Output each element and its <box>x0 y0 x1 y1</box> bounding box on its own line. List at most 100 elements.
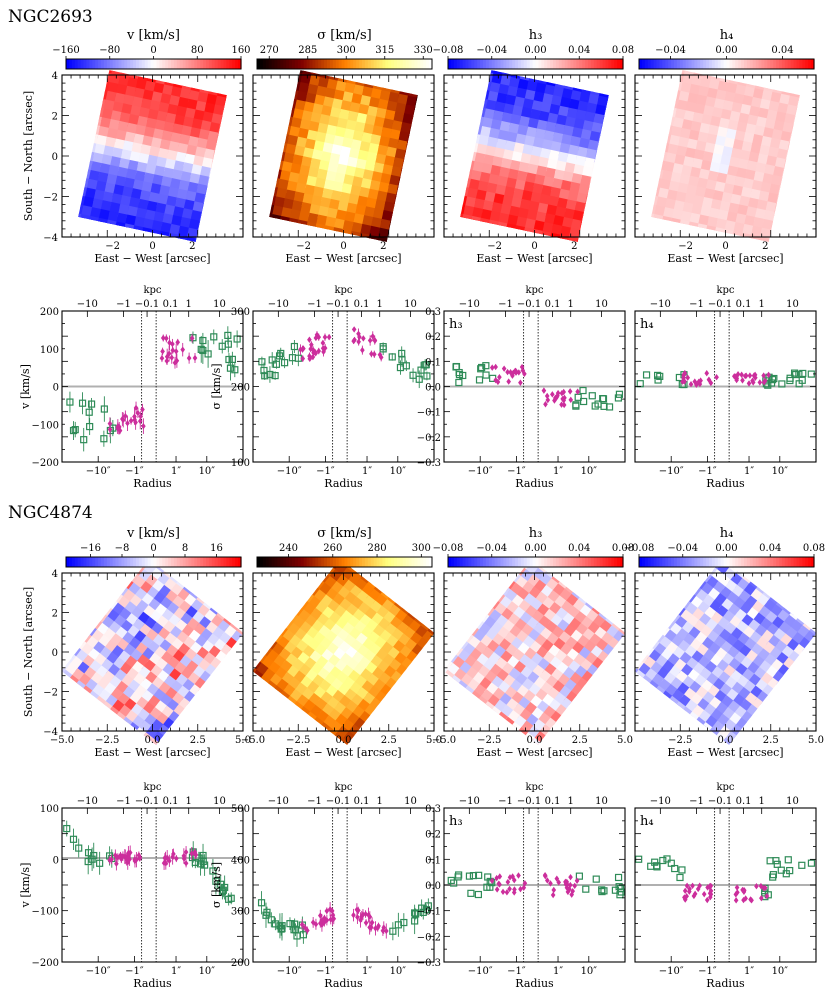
map-bin <box>782 76 798 92</box>
colorbar-swatch <box>485 59 490 69</box>
map-bin <box>78 148 90 165</box>
data-point-inner <box>682 378 687 385</box>
profile-ytick-label: 0.3 <box>425 307 441 318</box>
colorbar-swatch <box>526 59 531 69</box>
colorbar-swatch <box>405 59 410 69</box>
profile-bottom-tick-label: 1″ <box>171 966 181 977</box>
colorbar-swatch <box>671 59 675 69</box>
map-bin <box>219 115 227 131</box>
map-bin <box>591 159 608 175</box>
data-point-inner <box>510 369 516 376</box>
profile-top-tick-label: −10 <box>268 796 289 807</box>
colorbar-swatch <box>106 59 111 69</box>
map-bin <box>651 148 663 165</box>
map-xtick-label: −5.0 <box>432 735 456 746</box>
profile-top-tick-label: 0.1 <box>736 299 752 310</box>
map-bin <box>651 139 665 156</box>
colorbar-swatch <box>691 59 696 69</box>
colorbar-tick-label: 280 <box>368 543 387 554</box>
map-bin <box>777 185 793 201</box>
colorbar-swatch <box>294 59 299 69</box>
colorbar-swatch <box>391 59 395 69</box>
data-point-inner <box>371 351 377 358</box>
data-point-outer <box>86 422 94 431</box>
colorbar-swatch <box>426 59 430 69</box>
map-bin <box>489 578 507 596</box>
map-bin <box>782 159 799 175</box>
map-bin <box>269 139 283 156</box>
map-bin <box>365 70 381 85</box>
colorbar-swatch <box>86 59 90 69</box>
map-bin <box>213 141 227 157</box>
map-bin <box>408 123 418 140</box>
map-bin <box>282 70 298 85</box>
map-bin <box>85 95 101 112</box>
colorbar-swatch <box>567 59 572 69</box>
colorbar-swatch <box>746 59 751 69</box>
map-xlabel: East − West [arcsec] <box>94 746 210 759</box>
data-point-outer <box>475 376 484 384</box>
map-bin <box>70 625 89 643</box>
colorbar-swatch <box>588 59 592 69</box>
colorbar-swatch <box>271 59 276 69</box>
map-bin <box>634 639 651 657</box>
data-point-inner <box>307 336 312 343</box>
map-bin <box>469 87 485 103</box>
data-point-outer <box>574 393 582 401</box>
colorbar-swatch <box>474 59 478 69</box>
map-xtick-label: 2.5 <box>190 735 206 746</box>
data-point-outer <box>271 372 279 380</box>
colorbar-swatch <box>579 59 583 69</box>
map-bin <box>276 95 292 112</box>
map-bin <box>651 183 656 200</box>
profile-bottom-tick-label: 1″ <box>362 966 372 977</box>
colorbar-swatch <box>805 59 809 69</box>
colorbar-swatch <box>350 59 354 69</box>
map-bin <box>391 203 408 219</box>
data-point-inner <box>326 333 332 341</box>
profile-top-tick-label: −10 <box>459 299 480 310</box>
map-xtick-label: 0.0 <box>336 735 352 746</box>
data-point-outer <box>654 376 662 384</box>
map-bin <box>649 618 667 637</box>
colorbar-swatch <box>286 59 290 69</box>
colorbar-swatch <box>723 59 728 69</box>
colorbar-swatch <box>582 59 586 69</box>
map-bin <box>416 606 435 624</box>
colorbar-swatch <box>329 59 334 69</box>
map-bin <box>418 80 433 95</box>
map-ytick-label: −4 <box>43 727 58 738</box>
colorbar-swatch <box>147 59 152 69</box>
profile-xlabel: Radius <box>133 477 172 490</box>
colorbar-tick-label: −0.04 <box>476 45 507 56</box>
data-point-outer <box>66 398 74 406</box>
map-bin <box>252 645 264 663</box>
colorbar-swatch <box>133 59 137 69</box>
map-bins <box>651 70 800 242</box>
colorbar-swatch <box>68 59 73 69</box>
data-point-inner <box>298 346 303 353</box>
colorbar-swatch <box>773 59 777 69</box>
colorbar-swatch <box>726 59 731 69</box>
colorbar-swatch <box>344 59 349 69</box>
map-bin <box>89 78 105 94</box>
colorbar-tick-label: −80 <box>99 45 120 56</box>
profile-top-tick-label: 1 <box>377 796 383 807</box>
map-bins <box>443 559 626 745</box>
profile-xlabel: Radius <box>515 477 554 490</box>
colorbar-swatch <box>171 59 175 69</box>
map-xlabel: East − West [arcsec] <box>667 252 783 265</box>
colorbar-swatch <box>709 59 713 69</box>
data-point-outer <box>580 397 588 406</box>
profile-top-tick-label: 1 <box>568 299 574 310</box>
data-point-inner <box>696 378 702 386</box>
data-point-inner <box>135 409 141 417</box>
profile-bottom-tick-label: 10″ <box>199 466 216 477</box>
colorbar-swatch <box>770 59 774 69</box>
data-point-inner <box>568 396 574 404</box>
map-bin <box>61 639 78 657</box>
colorbar-swatch <box>453 59 458 69</box>
profile-top-tick-label: −1 <box>689 299 704 310</box>
colorbar-swatch <box>541 59 545 69</box>
